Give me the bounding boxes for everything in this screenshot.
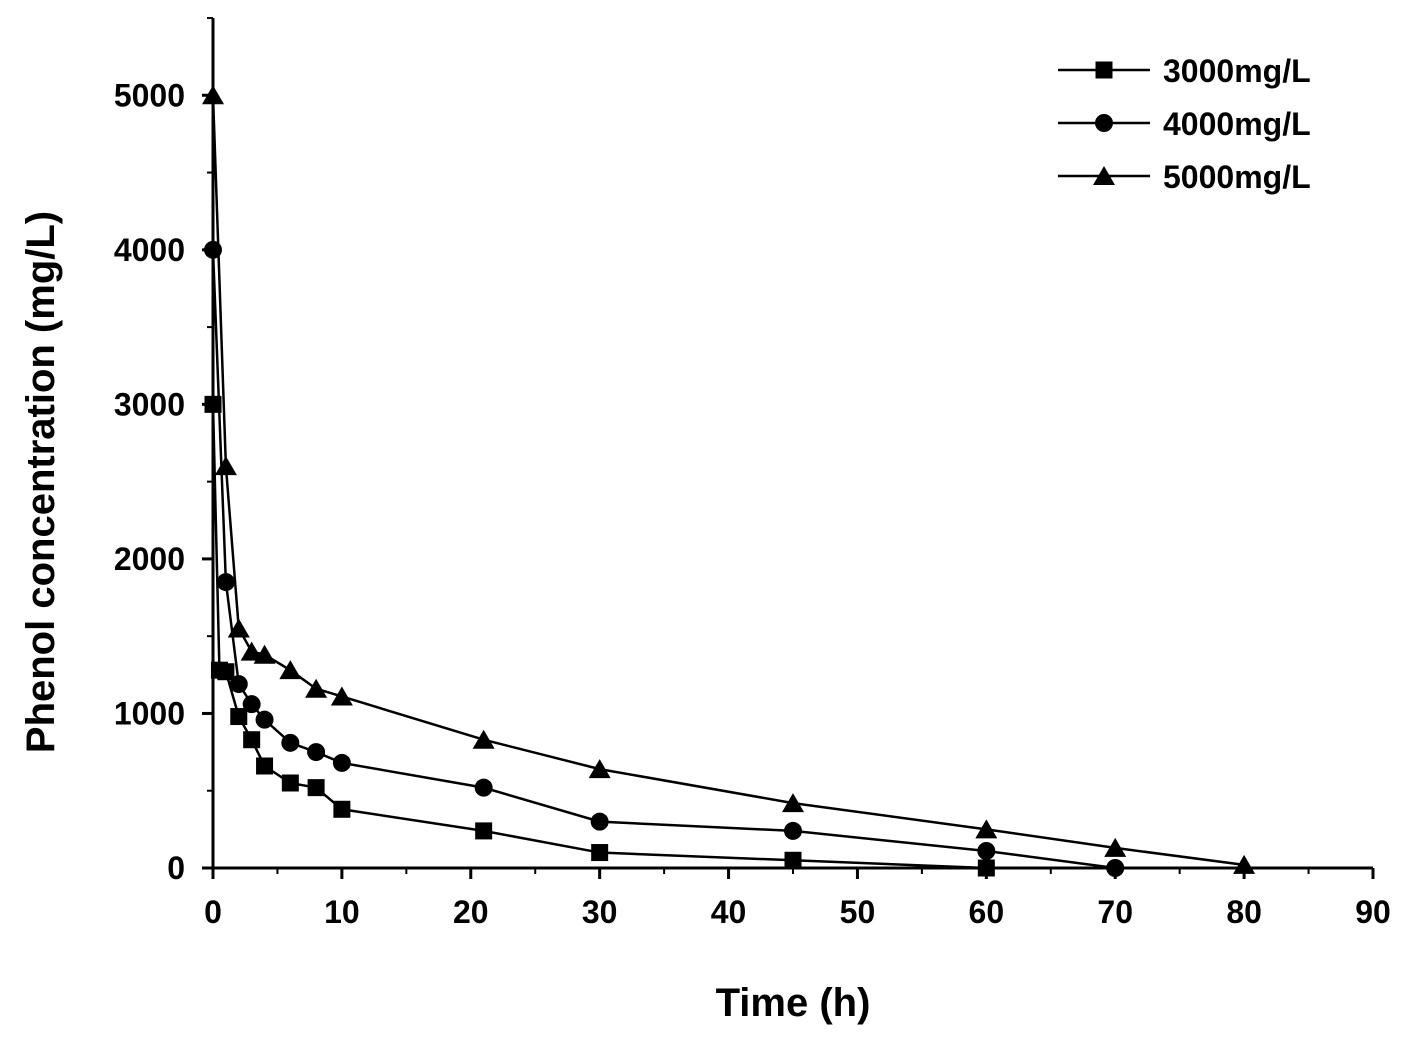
data-point <box>227 618 250 638</box>
data-point <box>332 753 351 772</box>
data-point <box>977 859 995 877</box>
data-point <box>305 678 328 698</box>
series-layer <box>202 85 1256 877</box>
series-triangle <box>202 85 1256 874</box>
legend-label: 3000mg/L <box>1163 53 1311 89</box>
data-point <box>475 822 493 840</box>
data-point <box>255 710 274 729</box>
data-point <box>784 851 802 869</box>
data-point <box>1233 854 1256 874</box>
y-tick-label: 4000 <box>114 232 185 268</box>
data-point <box>202 85 224 105</box>
x-axis-title: Time (h) <box>716 981 871 1025</box>
data-point <box>588 759 611 779</box>
data-point <box>782 793 804 813</box>
data-point <box>474 778 493 797</box>
data-point <box>217 663 235 681</box>
y-tick-label: 1000 <box>114 695 185 731</box>
data-point <box>229 675 248 694</box>
x-tick-label: 0 <box>204 894 222 930</box>
x-tick-label: 10 <box>324 894 360 930</box>
y-axis-ticks: 0 1000 2000 3000 4000 5000 <box>114 17 213 886</box>
x-axis-ticks: 0 10 20 30 40 50 60 70 80 90 <box>204 868 1391 930</box>
data-point <box>243 731 261 749</box>
x-tick-label: 50 <box>840 894 876 930</box>
y-tick-label: 5000 <box>114 77 185 113</box>
legend-entry: 4000mg/L <box>1058 106 1311 142</box>
series-line <box>211 249 1116 870</box>
x-tick-label: 80 <box>1226 894 1262 930</box>
legend-marker <box>1095 114 1113 132</box>
data-point <box>784 821 802 840</box>
x-tick-label: 40 <box>711 894 747 930</box>
data-point <box>307 779 325 797</box>
plot-frame <box>211 18 1373 870</box>
data-point <box>240 641 263 661</box>
x-tick-label: 90 <box>1355 894 1391 930</box>
legend-entry: 5000mg/L <box>1058 159 1311 195</box>
data-point <box>1106 859 1125 877</box>
x-tick-label: 30 <box>582 894 618 930</box>
legend-marker <box>1093 166 1115 185</box>
legend: 3000mg/L 4000mg/L 5000mg/L <box>1058 53 1311 195</box>
x-tick-label: 70 <box>1097 894 1133 930</box>
series-line <box>211 404 987 870</box>
data-point <box>590 812 609 831</box>
series-square <box>204 395 995 877</box>
data-point <box>253 644 276 664</box>
data-point <box>333 800 351 818</box>
data-point <box>330 686 353 706</box>
data-point <box>977 842 996 860</box>
data-point <box>279 660 302 680</box>
legend-entry: 3000mg/L <box>1058 53 1311 89</box>
y-tick-label: 2000 <box>114 541 185 577</box>
data-point <box>216 573 235 592</box>
series-line <box>211 95 1245 867</box>
data-point <box>230 708 248 726</box>
legend-marker <box>1095 61 1113 79</box>
x-tick-label: 60 <box>969 894 1005 930</box>
legend-label: 5000mg/L <box>1163 159 1311 195</box>
data-point <box>281 774 299 792</box>
data-point <box>281 733 300 752</box>
data-point <box>1104 837 1127 857</box>
data-point <box>591 844 609 862</box>
x-tick-label: 20 <box>453 894 489 930</box>
data-point <box>307 743 326 762</box>
data-point <box>242 695 261 714</box>
y-axis-title: Phenol concentration (mg/L) <box>19 211 63 753</box>
y-tick-label: 3000 <box>114 386 185 422</box>
y-tick-label: 0 <box>167 850 185 886</box>
legend-label: 4000mg/L <box>1163 106 1311 142</box>
data-point <box>256 757 274 775</box>
data-point <box>214 456 237 476</box>
data-point <box>975 819 998 839</box>
data-point <box>472 729 495 749</box>
data-point <box>204 395 222 413</box>
